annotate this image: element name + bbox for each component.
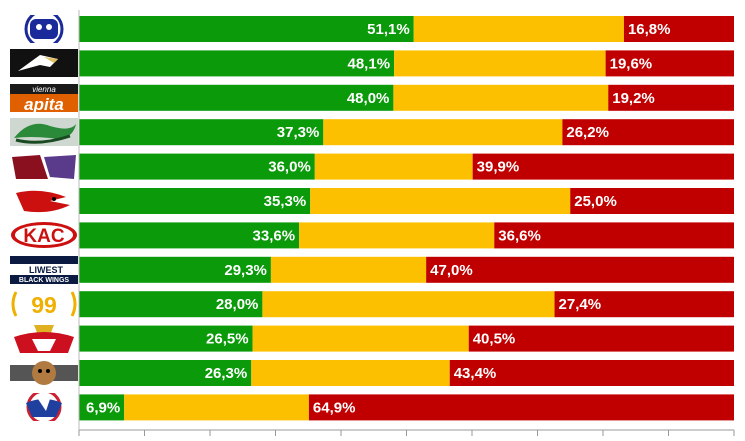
vienna-capitals-logo-icon: vienna apita bbox=[10, 83, 78, 112]
bar-team-6-s1 bbox=[79, 188, 311, 214]
bulldog-logo-icon bbox=[10, 359, 78, 387]
bar-team-3-s1 bbox=[79, 84, 394, 111]
data-label-team-12-s3: 64,9% bbox=[313, 399, 356, 416]
red-purple-logo-icon bbox=[10, 152, 78, 181]
data-label-team-12-s1: 6,9% bbox=[86, 399, 120, 416]
bar-team-6-s2 bbox=[310, 188, 571, 214]
bar-team-7-s1 bbox=[79, 222, 300, 249]
bar-team-1-s3 bbox=[623, 16, 734, 42]
bar-team-4-s1 bbox=[79, 119, 324, 146]
bar-team-12-s3 bbox=[308, 394, 734, 421]
data-label-team-2-s3: 19,6% bbox=[610, 55, 653, 72]
bar-team-4-s3 bbox=[562, 119, 734, 146]
data-label-team-11-s1: 26,3% bbox=[205, 365, 248, 382]
bar-team-2-s3 bbox=[605, 50, 734, 77]
bar-team-11-s2 bbox=[251, 360, 450, 386]
99ers-logo-icon: 99 bbox=[10, 290, 78, 319]
bar-team-2-s2 bbox=[394, 50, 606, 77]
blue-crest-logo-icon bbox=[10, 15, 78, 43]
data-label-team-6-s3: 25,0% bbox=[574, 193, 617, 210]
bar-team-5-s3 bbox=[472, 153, 734, 180]
data-label-team-6-s1: 35,3% bbox=[264, 193, 307, 210]
black-wings-logo-icon: LIWEST BLACK WINGS bbox=[10, 255, 78, 284]
data-label-team-1-s1: 51,1% bbox=[367, 21, 410, 38]
bar-team-5-s1 bbox=[79, 153, 315, 180]
bar-team-9-s2 bbox=[262, 291, 555, 318]
data-label-team-10-s1: 26,5% bbox=[206, 331, 249, 348]
data-label-team-5-s1: 36,0% bbox=[268, 159, 311, 176]
bar-team-10-s1 bbox=[79, 325, 253, 352]
bar-team-10-s2 bbox=[252, 325, 469, 352]
bar-team-3-s3 bbox=[608, 84, 734, 111]
svg-text:BLACK WINGS: BLACK WINGS bbox=[19, 277, 69, 284]
bar-team-8-s2 bbox=[270, 256, 427, 283]
svg-text:LIWEST: LIWEST bbox=[29, 265, 63, 275]
bar-team-12-s1 bbox=[79, 394, 125, 421]
bar-team-1-s2 bbox=[413, 16, 624, 42]
bar-team-5-s2 bbox=[314, 153, 473, 180]
svg-text:99: 99 bbox=[31, 292, 57, 318]
data-label-team-2-s1: 48,1% bbox=[348, 55, 391, 72]
x-axis bbox=[78, 10, 735, 436]
bar-team-11-s1 bbox=[79, 360, 252, 386]
svg-text:apita: apita bbox=[24, 95, 64, 112]
labels-group: 51,1% 16,8% 48,1% 19,6% 48,0% 19,2% 37,3% 26,2%… bbox=[86, 21, 671, 416]
data-label-team-9-s3: 27,4% bbox=[559, 296, 602, 313]
black-eagle-logo-icon bbox=[10, 49, 78, 78]
data-label-team-4-s3: 26,2% bbox=[566, 124, 609, 141]
bar-team-11-s3 bbox=[449, 360, 734, 386]
bar-team-2-s1 bbox=[79, 50, 395, 77]
bar-team-3-s2 bbox=[393, 84, 609, 111]
bar-team-9-s3 bbox=[554, 291, 734, 318]
red-eagle-logo-icon bbox=[10, 187, 78, 215]
kac-logo-icon: KAC bbox=[10, 221, 78, 250]
green-snake-logo-icon bbox=[10, 118, 78, 147]
svg-text:vienna: vienna bbox=[32, 85, 56, 94]
bars-group bbox=[79, 16, 734, 421]
red-bull-logo-icon bbox=[10, 324, 78, 353]
data-label-team-7-s3: 36,6% bbox=[498, 227, 541, 244]
bar-team-7-s2 bbox=[299, 222, 495, 249]
bar-team-8-s1 bbox=[79, 256, 271, 283]
data-label-team-9-s1: 28,0% bbox=[216, 296, 259, 313]
data-label-team-8-s1: 29,3% bbox=[224, 262, 267, 279]
blue-red-crest-logo-icon bbox=[10, 393, 78, 422]
bar-team-12-s2 bbox=[124, 394, 309, 421]
bar-team-10-s3 bbox=[468, 325, 734, 352]
data-label-team-11-s3: 43,4% bbox=[454, 365, 497, 382]
data-label-team-7-s1: 33,6% bbox=[253, 227, 296, 244]
bar-team-8-s3 bbox=[426, 256, 734, 283]
data-label-team-10-s3: 40,5% bbox=[473, 331, 516, 348]
bar-team-4-s2 bbox=[323, 119, 563, 146]
bar-team-7-s3 bbox=[494, 222, 734, 249]
data-label-team-1-s3: 16,8% bbox=[628, 21, 671, 38]
svg-text:KAC: KAC bbox=[23, 226, 64, 247]
data-label-team-3-s1: 48,0% bbox=[347, 90, 390, 107]
bar-team-6-s3 bbox=[570, 188, 734, 214]
data-label-team-5-s3: 39,9% bbox=[477, 159, 520, 176]
data-label-team-3-s3: 19,2% bbox=[612, 90, 655, 107]
data-label-team-4-s1: 37,3% bbox=[277, 124, 320, 141]
data-label-team-8-s3: 47,0% bbox=[430, 262, 473, 279]
bar-team-1-s1 bbox=[79, 16, 414, 42]
bar-team-9-s1 bbox=[79, 291, 263, 318]
